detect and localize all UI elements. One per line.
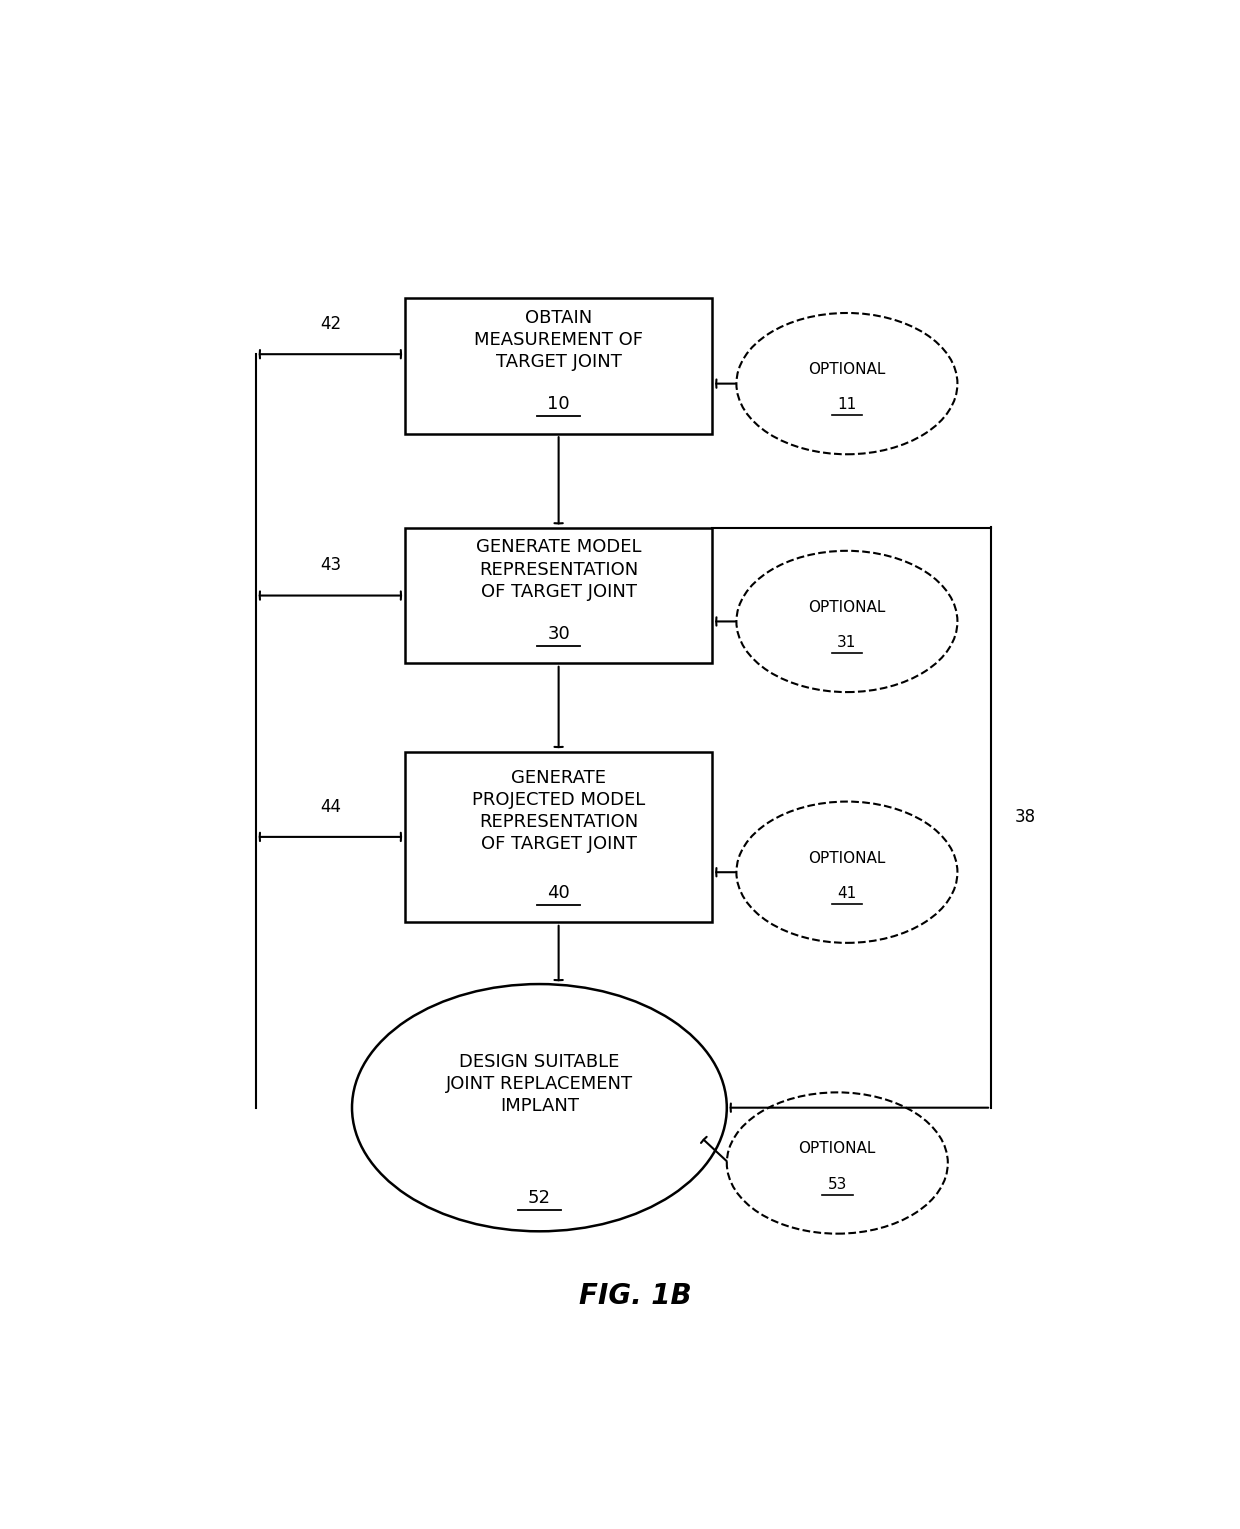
Bar xyxy=(404,298,713,434)
Text: GENERATE MODEL
REPRESENTATION
OF TARGET JOINT: GENERATE MODEL REPRESENTATION OF TARGET … xyxy=(476,538,641,601)
Text: OPTIONAL: OPTIONAL xyxy=(799,1141,875,1156)
Bar xyxy=(404,752,713,922)
Text: DESIGN SUITABLE
JOINT REPLACEMENT
IMPLANT: DESIGN SUITABLE JOINT REPLACEMENT IMPLAN… xyxy=(446,1053,632,1115)
Text: 11: 11 xyxy=(837,398,857,413)
Text: 30: 30 xyxy=(547,625,570,642)
Text: OBTAIN
MEASUREMENT OF
TARGET JOINT: OBTAIN MEASUREMENT OF TARGET JOINT xyxy=(474,309,644,372)
Text: 38: 38 xyxy=(1016,809,1037,827)
Ellipse shape xyxy=(352,985,727,1231)
Text: 52: 52 xyxy=(528,1190,551,1208)
Ellipse shape xyxy=(737,550,957,693)
Text: 40: 40 xyxy=(547,884,570,902)
Bar xyxy=(404,528,713,664)
Text: OPTIONAL: OPTIONAL xyxy=(808,599,885,615)
Text: 44: 44 xyxy=(320,798,341,815)
Text: 10: 10 xyxy=(547,394,570,413)
Text: OPTIONAL: OPTIONAL xyxy=(808,362,885,378)
Text: 53: 53 xyxy=(827,1177,847,1191)
Ellipse shape xyxy=(727,1092,947,1234)
Ellipse shape xyxy=(737,313,957,454)
Ellipse shape xyxy=(737,801,957,943)
Text: 41: 41 xyxy=(837,885,857,901)
Text: 43: 43 xyxy=(320,557,341,575)
Text: 42: 42 xyxy=(320,315,341,333)
Text: FIG. 1B: FIG. 1B xyxy=(579,1281,692,1310)
Text: GENERATE
PROJECTED MODEL
REPRESENTATION
OF TARGET JOINT: GENERATE PROJECTED MODEL REPRESENTATION … xyxy=(472,769,645,853)
Text: OPTIONAL: OPTIONAL xyxy=(808,850,885,865)
Text: 31: 31 xyxy=(837,635,857,650)
